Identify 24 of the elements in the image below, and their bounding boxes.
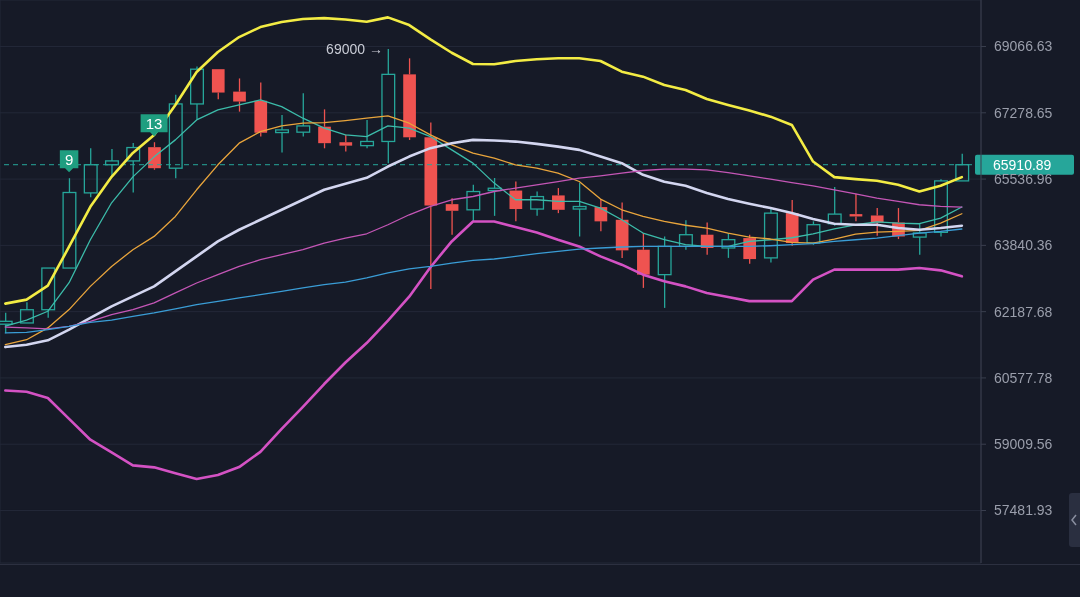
y-tick-label: 63840.36 <box>994 237 1053 254</box>
y-tick-label: 60577.78 <box>994 369 1053 386</box>
y-tick-label: 57481.93 <box>994 502 1053 519</box>
candlestick <box>678 219 693 251</box>
candlestick <box>445 197 459 236</box>
y-tick-label: 59009.56 <box>994 436 1053 453</box>
annotation: 13 <box>145 114 163 132</box>
line-series <box>4 168 963 330</box>
annotation: 69000 → <box>326 40 383 57</box>
ref-line-label: 65910.89 <box>993 156 1052 173</box>
candlestick <box>572 182 587 238</box>
y-tick-label: 65536.96 <box>994 171 1053 188</box>
line-series <box>4 220 964 481</box>
y-tick-label: 69066.63 <box>994 38 1053 55</box>
candlestick <box>275 114 290 154</box>
candlestick <box>190 65 204 120</box>
candlestick <box>530 190 545 217</box>
y-tick-label: 62187.68 <box>994 303 1053 320</box>
annotation: 9 <box>64 150 74 168</box>
candlestick <box>19 301 34 324</box>
candlestick <box>933 178 948 238</box>
candlestick <box>360 119 375 149</box>
candlestick <box>381 48 396 164</box>
y-tick-label: 67278.65 <box>994 104 1053 121</box>
